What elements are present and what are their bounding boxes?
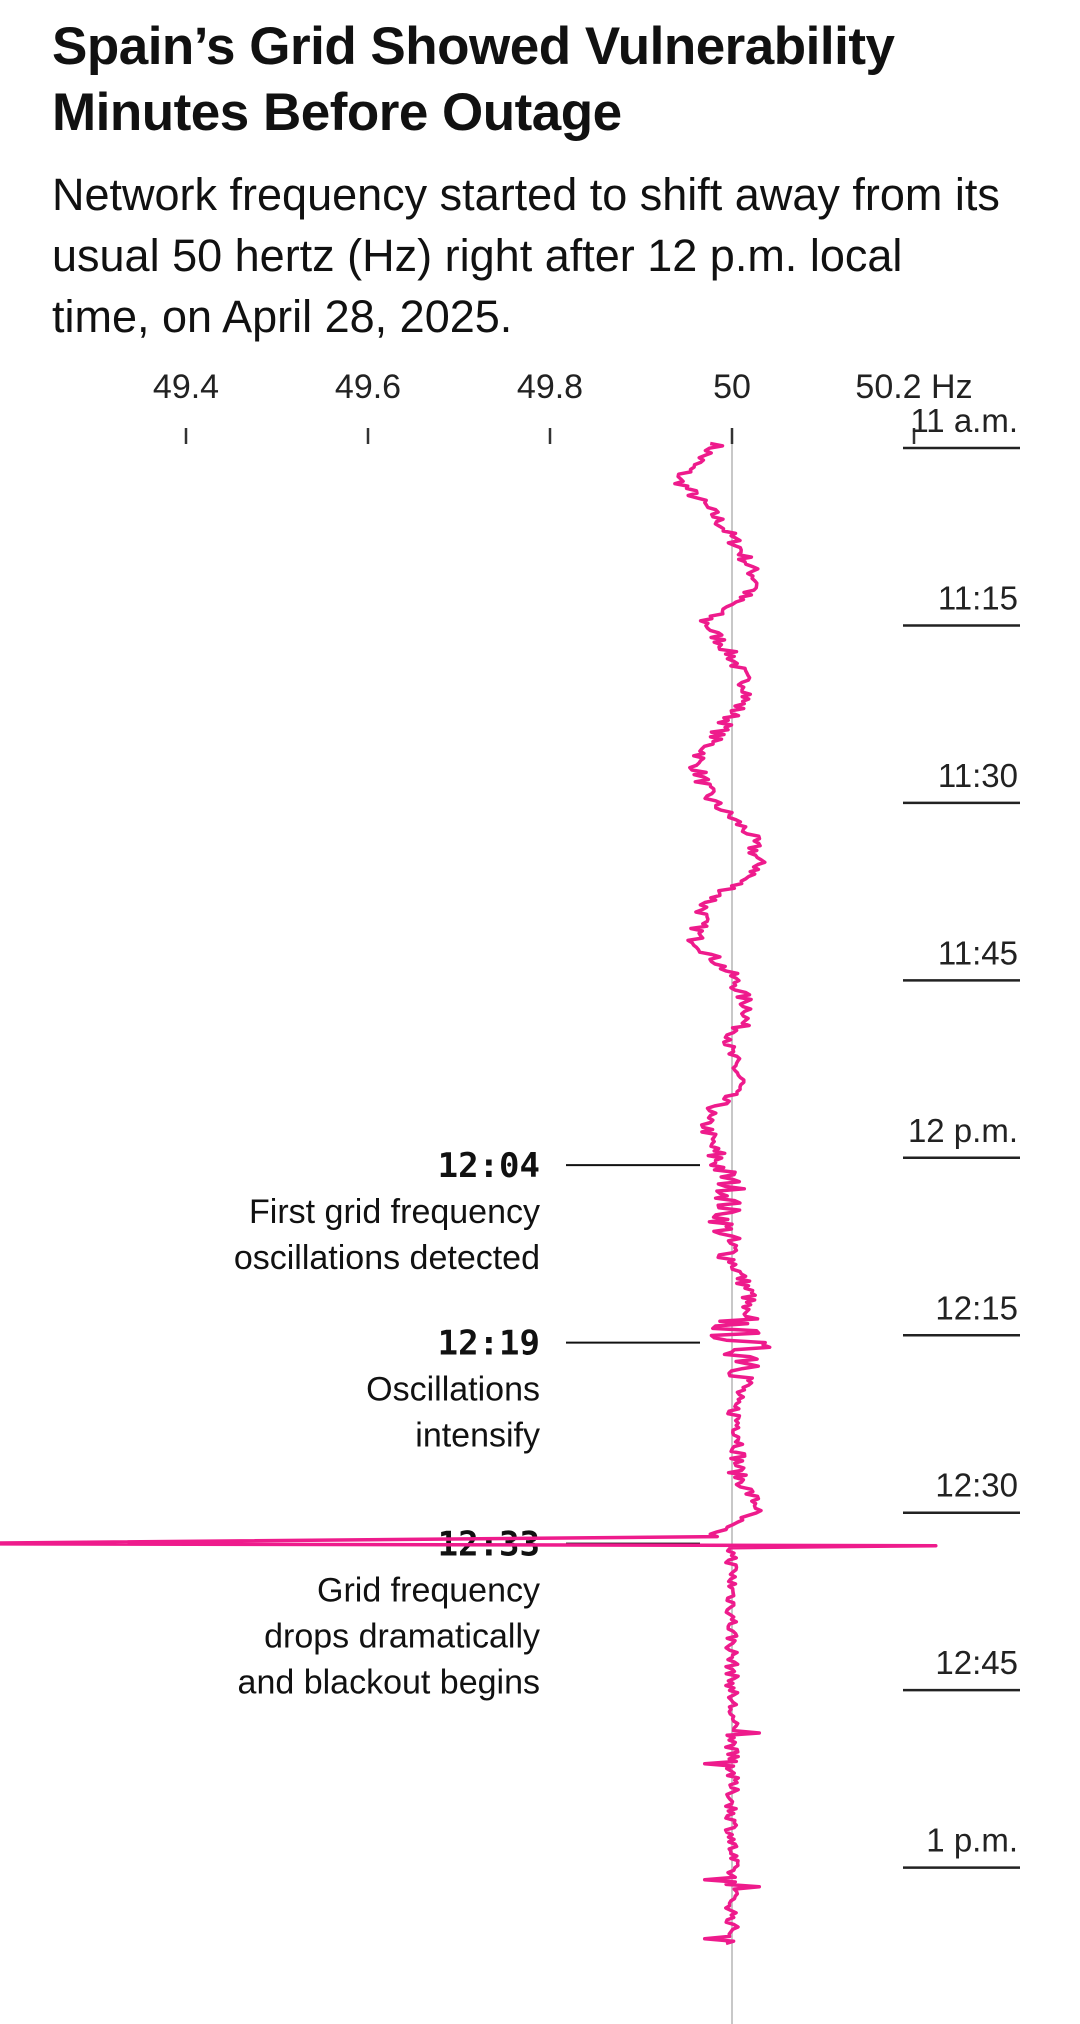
- annotation-text: Oscillations: [366, 1371, 540, 1409]
- x-tick-label: 50: [713, 368, 751, 406]
- time-tick-label: 12:45: [935, 1644, 1018, 1681]
- annotation-text: intensify: [415, 1417, 540, 1455]
- annotations: 12:04 First grid frequency oscillations de…: [234, 1146, 700, 1702]
- annotation-time: 12:04: [438, 1146, 540, 1186]
- time-tick-label: 11 a.m.: [910, 402, 1018, 439]
- time-tick-label: 11:15: [938, 579, 1018, 616]
- chart-title: Spain’s Grid Showed Vulnerability Minute…: [52, 17, 895, 142]
- x-tick-label: 49.8: [517, 368, 583, 406]
- time-tick-label: 1 p.m.: [926, 1822, 1018, 1859]
- x-axis: 49.4 49.6 49.8 50 50.2 Hz: [153, 368, 973, 444]
- annotation-text: Grid frequency: [317, 1572, 540, 1610]
- x-tick-label: 49.4: [153, 368, 219, 406]
- annotation-text: First grid frequency: [249, 1193, 540, 1231]
- frequency-chart: 49.4 49.6 49.8 50 50.2 Hz 11 a.m.11:1511:301…: [0, 368, 1020, 2024]
- annotation-time: 12:19: [438, 1324, 540, 1364]
- annotation-text: drops dramatically: [264, 1618, 540, 1656]
- time-tick-label: 12:30: [935, 1467, 1018, 1504]
- x-tick-label: 50.2 Hz: [855, 368, 972, 406]
- annotation-text: and blackout begins: [238, 1664, 540, 1702]
- time-tick-label: 12 p.m.: [908, 1112, 1018, 1149]
- time-tick-label: 12:15: [935, 1289, 1018, 1326]
- chart-subtitle: Network frequency started to shift away …: [52, 169, 1000, 342]
- time-tick-label: 11:30: [938, 757, 1018, 794]
- x-tick-label: 49.6: [335, 368, 401, 406]
- annotation-text: oscillations detected: [234, 1239, 540, 1277]
- time-axis: 11 a.m. 11:15 11:30 11:45 12 p.m. 12:15 12:30 1…: [903, 402, 1020, 1869]
- time-tick-label: 11:45: [938, 934, 1018, 971]
- plot-area: [0, 441, 938, 2024]
- frequency-line: [0, 441, 938, 1946]
